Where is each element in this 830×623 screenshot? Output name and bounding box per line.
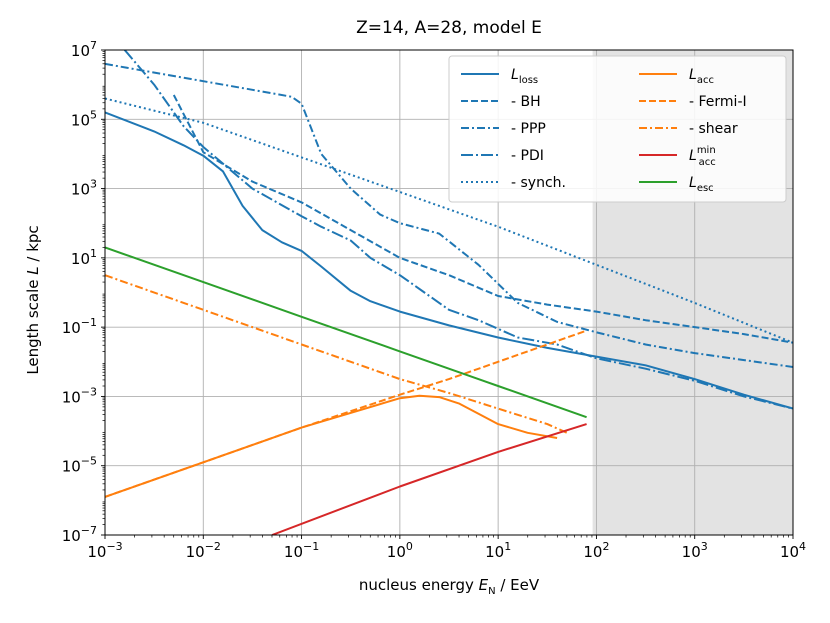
x-tick-base: 10 bbox=[485, 543, 504, 561]
series-bh-line bbox=[172, 94, 793, 344]
y-tick-base: 10 bbox=[62, 388, 81, 406]
legend-label: - PPP bbox=[511, 121, 546, 137]
series-l-acc-min-line bbox=[271, 423, 587, 535]
x-axis-label: nucleus energy EN / EeV bbox=[359, 576, 540, 597]
legend: Lloss - BH - PPP - PDI - synch. Lacc - Fe… bbox=[448, 55, 787, 203]
y-tick-exp: 1 bbox=[90, 247, 97, 260]
x-axis-label-sub: N bbox=[488, 586, 495, 597]
axes-frame bbox=[104, 49, 794, 536]
y-tick-exp: −3 bbox=[81, 385, 97, 398]
x-tick-exp: −3 bbox=[106, 540, 122, 553]
series-pdi-line bbox=[123, 50, 793, 410]
legend-label-sup: min bbox=[697, 145, 716, 156]
y-tick-exp: 7 bbox=[90, 39, 97, 52]
x-axis-label-post: / EeV bbox=[496, 576, 540, 594]
y-tick-exp: 5 bbox=[90, 108, 97, 121]
legend-label: - Fermi-I bbox=[689, 94, 747, 110]
legend-label: - shear bbox=[689, 121, 738, 137]
legend-label-main: L bbox=[689, 175, 697, 191]
y-tick-label: 107 bbox=[71, 39, 97, 60]
ticks: 10−3 10−2 10−1 100 101 102 103 10410−710−510−31… bbox=[62, 39, 806, 561]
x-tick-label: 10−2 bbox=[186, 540, 221, 561]
x-tick-base: 10 bbox=[387, 543, 406, 561]
x-tick-base: 10 bbox=[87, 543, 106, 561]
legend-label-main: L bbox=[689, 148, 697, 164]
legend-label-main: L bbox=[511, 67, 519, 83]
y-tick-base: 10 bbox=[71, 250, 90, 268]
x-tick-base: 10 bbox=[583, 543, 602, 561]
series-ppp-line bbox=[105, 62, 793, 368]
y-tick-label: 103 bbox=[71, 178, 97, 199]
x-tick-exp: 0 bbox=[406, 540, 413, 553]
legend-label-sub: acc bbox=[697, 75, 714, 86]
y-tick-exp: −7 bbox=[81, 524, 97, 537]
x-axis-label-pre: nucleus energy bbox=[359, 576, 479, 594]
x-tick-base: 10 bbox=[780, 543, 799, 561]
x-tick-label: 104 bbox=[780, 540, 806, 561]
series-shear-line bbox=[105, 274, 568, 434]
chart-title: Z=14, A=28, model E bbox=[356, 18, 542, 38]
x-tick-label: 102 bbox=[583, 540, 609, 561]
legend-label-sub: acc bbox=[699, 157, 716, 168]
y-tick-label: 10−1 bbox=[62, 316, 97, 337]
y-tick-label: 101 bbox=[71, 247, 97, 268]
y-tick-base: 10 bbox=[62, 527, 81, 545]
x-tick-base: 10 bbox=[186, 543, 205, 561]
y-axis-label-var: L bbox=[24, 266, 42, 274]
y-tick-exp: 3 bbox=[90, 178, 97, 191]
legend-label: - BH bbox=[511, 94, 541, 110]
y-tick-exp: −5 bbox=[81, 455, 97, 468]
legend-label: - synch. bbox=[511, 175, 566, 191]
legend-label: Lesc bbox=[689, 175, 714, 194]
legend-label: - PDI bbox=[511, 148, 544, 164]
legend-label: Lloss bbox=[511, 67, 538, 86]
legend-box bbox=[448, 55, 787, 203]
series-fermi-i-line bbox=[105, 329, 587, 498]
series-l-loss-line bbox=[105, 111, 793, 410]
x-tick-label: 100 bbox=[387, 540, 413, 561]
legend-label: Lacc bbox=[689, 67, 714, 86]
x-tick-exp: 2 bbox=[602, 540, 609, 553]
legend-label-sub: loss bbox=[519, 75, 538, 86]
x-tick-label: 103 bbox=[682, 540, 708, 561]
x-tick-base: 10 bbox=[284, 543, 303, 561]
series-synch-line bbox=[105, 97, 793, 344]
y-tick-label: 105 bbox=[71, 108, 97, 129]
y-tick-base: 10 bbox=[62, 319, 81, 337]
x-tick-exp: −2 bbox=[205, 540, 221, 553]
y-tick-label: 10−7 bbox=[62, 524, 97, 545]
x-tick-label: 10−1 bbox=[284, 540, 319, 561]
legend-label: Lmin acc bbox=[689, 145, 716, 168]
y-tick-base: 10 bbox=[71, 181, 90, 199]
y-axis-label-pre: Length scale bbox=[24, 275, 42, 375]
x-tick-label: 101 bbox=[485, 540, 511, 561]
legend-label-sub: esc bbox=[697, 183, 714, 194]
x-tick-exp: 1 bbox=[504, 540, 511, 553]
y-tick-base: 10 bbox=[71, 42, 90, 60]
x-tick-exp: −1 bbox=[303, 540, 319, 553]
y-tick-base: 10 bbox=[71, 111, 90, 129]
series-l-esc-line bbox=[105, 246, 587, 419]
y-axis-label-post: / kpc bbox=[24, 225, 42, 266]
y-axis-label: Length scale L / kpc bbox=[24, 225, 42, 374]
x-tick-label: 10−3 bbox=[87, 540, 122, 561]
x-tick-base: 10 bbox=[682, 543, 701, 561]
legend-label-main: L bbox=[689, 67, 697, 83]
y-tick-base: 10 bbox=[62, 458, 81, 476]
x-tick-exp: 4 bbox=[799, 540, 806, 553]
x-tick-exp: 3 bbox=[701, 540, 708, 553]
y-tick-label: 10−5 bbox=[62, 455, 97, 476]
y-tick-exp: −1 bbox=[81, 316, 97, 329]
x-axis-label-var: E bbox=[479, 576, 489, 594]
y-tick-label: 10−3 bbox=[62, 385, 97, 406]
series-layer bbox=[105, 50, 793, 535]
